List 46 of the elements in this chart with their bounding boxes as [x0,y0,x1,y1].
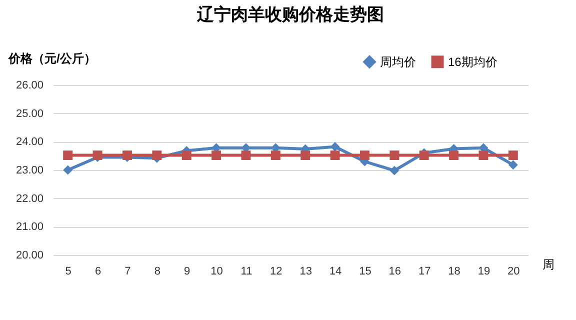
point [63,165,73,175]
point [390,166,400,176]
point [390,150,400,160]
legend-label: 周均价 [380,54,416,69]
x-tick-label: 19 [478,266,490,278]
y-tick-label: 22.00 [16,192,44,205]
x-tick-label: 17 [418,266,431,278]
y-tick-label: 24.00 [16,136,44,148]
x-tick-label: 15 [359,266,372,278]
point [212,150,222,160]
point [449,150,459,160]
point [508,150,518,160]
x-tick-label: 18 [448,266,460,278]
x-tick-label: 14 [329,266,342,278]
point [152,150,162,160]
x-tick-label: 7 [124,266,131,278]
y-tick-label: 21.00 [16,221,44,234]
y-axis-title: 价格（元/公斤） [8,52,96,66]
legend-label: 16期均价 [448,54,498,69]
x-tick-label: 16 [388,266,402,278]
point [508,160,518,170]
point [182,150,192,160]
x-tick-label: 11 [240,266,252,278]
y-tick-label: 25.00 [16,108,44,120]
x-tick-label: 5 [65,266,72,278]
x-tick-label: 6 [94,266,102,278]
y-tick-label: 23.00 [16,164,44,176]
point [478,150,488,160]
x-tick-label: 9 [184,266,190,278]
x-tick-label: 13 [300,266,312,278]
y-tick-label: 20.00 [16,250,44,262]
point [63,150,73,160]
point [360,150,370,160]
point [300,150,310,160]
x-tick-label: 10 [210,266,223,278]
point [330,142,340,152]
x-axis-title: 周 [542,258,554,272]
point [419,150,429,160]
chart-title: 辽宁肉羊收购价格走势图 [196,5,384,24]
x-tick-label: 8 [154,266,160,278]
point [241,150,251,160]
point [330,150,340,160]
x-tick-label: 20 [508,266,520,278]
point [270,150,280,160]
y-tick-label: 26.00 [16,80,44,92]
x-tick-label: 12 [270,266,282,278]
